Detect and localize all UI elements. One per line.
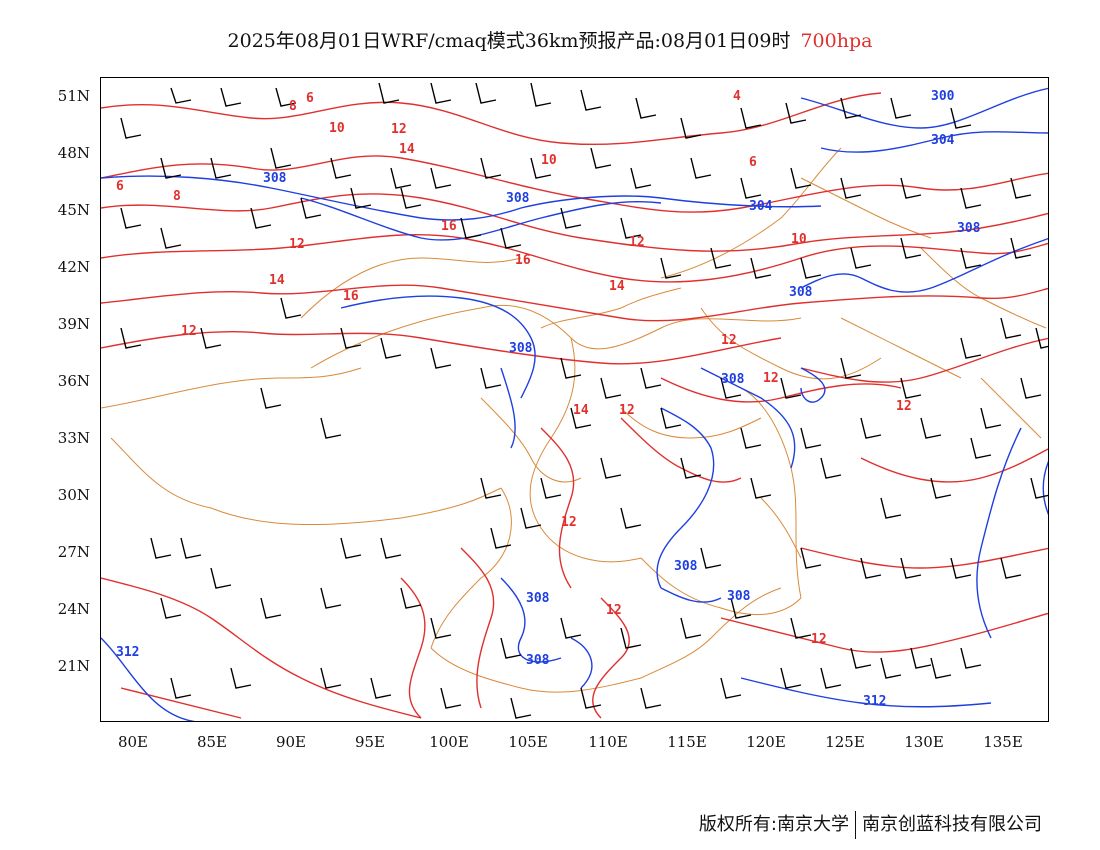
lon-label: 135E <box>983 733 1023 751</box>
copyright-text: 版权所有:南京大学 <box>698 814 849 835</box>
height-label: 300 <box>931 89 955 104</box>
height-label: 308 <box>509 341 533 356</box>
footer-credits: 版权所有:南京大学 南京创蓝科技有限公司 <box>699 810 1042 839</box>
lon-label: 110E <box>588 733 628 751</box>
temperature-label: 10 <box>791 232 807 247</box>
height-contour-labels: 300 304 308 308 304 308 308 308 308 308 … <box>116 89 981 709</box>
company-text: 南京创蓝科技有限公司 <box>862 814 1042 835</box>
height-contours <box>101 87 1048 721</box>
temperature-label: 8 <box>289 99 297 114</box>
temperature-label: 16 <box>515 253 531 268</box>
lon-label: 125E <box>825 733 865 751</box>
temperature-label: 6 <box>116 179 124 194</box>
lat-label: 51N <box>57 87 90 105</box>
height-label: 308 <box>957 221 981 236</box>
lat-label: 21N <box>57 657 90 675</box>
lon-label: 95E <box>354 733 386 751</box>
temperature-label: 6 <box>749 155 757 170</box>
temperature-label: 14 <box>573 403 589 418</box>
title-level: 700hpa <box>800 30 873 52</box>
temperature-label: 12 <box>721 333 737 348</box>
height-label: 312 <box>863 694 886 709</box>
temperature-label: 8 <box>173 189 181 204</box>
height-label: 308 <box>789 285 813 300</box>
height-label: 312 <box>116 645 139 660</box>
lat-label: 30N <box>57 486 90 504</box>
footer-divider <box>855 811 856 839</box>
title-main: 2025年08月01日WRF/cmaq模式36km预报产品:08月01日09时 <box>227 30 791 52</box>
lon-label: 105E <box>508 733 548 751</box>
lat-label: 42N <box>57 258 90 276</box>
lon-label: 80E <box>117 733 149 751</box>
temperature-label: 14 <box>609 279 625 294</box>
lat-label: 45N <box>57 201 90 219</box>
lon-label: 115E <box>667 733 707 751</box>
temperature-label: 12 <box>606 603 622 618</box>
height-label: 308 <box>721 372 745 387</box>
lat-label: 27N <box>57 543 90 561</box>
map-frame: 300 304 308 308 304 308 308 308 308 308 … <box>100 77 1049 722</box>
temperature-label: 16 <box>343 289 359 304</box>
height-label: 304 <box>931 133 955 148</box>
lon-label: 100E <box>429 733 469 751</box>
lat-label: 24N <box>57 600 90 618</box>
lat-label: 33N <box>57 429 90 447</box>
height-label: 308 <box>727 589 751 604</box>
chart-title: 2025年08月01日WRF/cmaq模式36km预报产品:08月01日09时 7… <box>0 26 1100 53</box>
height-label: 308 <box>674 559 698 574</box>
lon-label: 130E <box>904 733 944 751</box>
lon-label: 120E <box>746 733 786 751</box>
temperature-label: 12 <box>629 235 645 250</box>
lat-label: 48N <box>57 144 90 162</box>
temperature-label: 12 <box>763 371 779 386</box>
lon-label: 90E <box>275 733 307 751</box>
temperature-label: 10 <box>541 153 557 168</box>
wind-barbs <box>120 82 1048 719</box>
height-label: 308 <box>506 191 530 206</box>
temperature-label: 4 <box>733 89 741 104</box>
temperature-contour-labels: 4 6 8 10 12 14 16 6 8 10 12 14 16 16 14 … <box>116 89 912 647</box>
height-label: 308 <box>526 653 550 668</box>
height-label: 308 <box>263 171 287 186</box>
height-label: 308 <box>526 591 550 606</box>
temperature-label: 12 <box>619 403 635 418</box>
temperature-label: 12 <box>181 324 197 339</box>
map-canvas: 300 304 308 308 304 308 308 308 308 308 … <box>101 82 1048 721</box>
lat-label: 39N <box>57 315 90 333</box>
temperature-label: 16 <box>441 219 457 234</box>
temperature-label: 12 <box>811 632 827 647</box>
temperature-label: 6 <box>306 91 314 106</box>
height-label: 304 <box>749 199 773 214</box>
temperature-label: 12 <box>391 122 407 137</box>
temperature-label: 12 <box>289 237 305 252</box>
lat-label: 36N <box>57 372 90 390</box>
temperature-label: 14 <box>269 273 285 288</box>
temperature-label: 12 <box>896 399 912 414</box>
temperature-label: 14 <box>399 142 415 157</box>
lon-label: 85E <box>196 733 228 751</box>
temperature-label: 12 <box>561 515 577 530</box>
province-borders <box>101 147 1047 693</box>
temperature-label: 10 <box>329 121 345 136</box>
